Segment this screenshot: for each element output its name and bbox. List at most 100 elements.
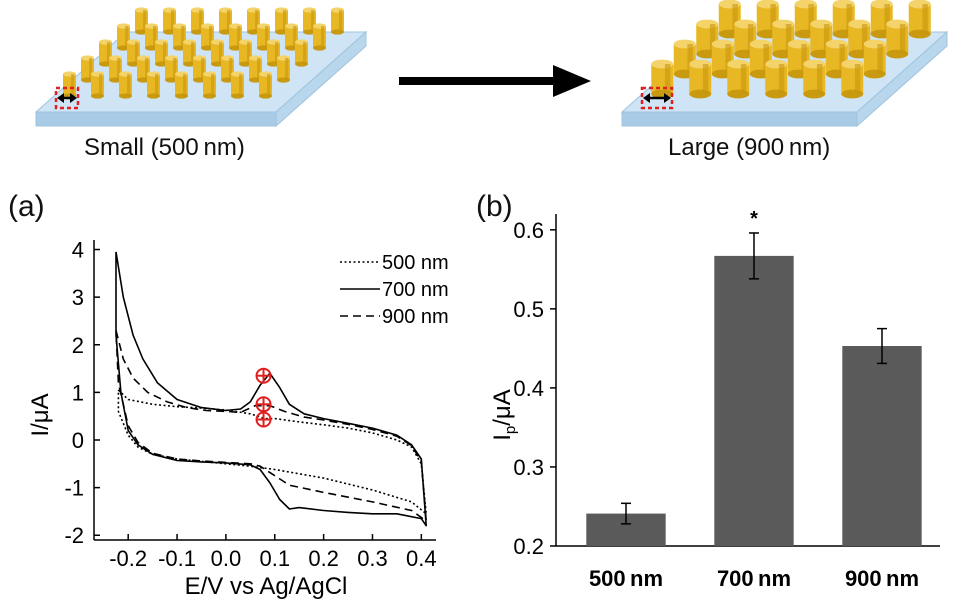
gold-pillar bbox=[117, 23, 130, 51]
arrowhead-left bbox=[57, 93, 64, 103]
peak-marker bbox=[255, 367, 272, 384]
cv-x-tick-label: -0.1 bbox=[158, 546, 196, 571]
gold-pillar bbox=[331, 7, 344, 35]
gold-pillar bbox=[765, 59, 788, 99]
gold-pillar bbox=[201, 23, 214, 51]
gold-pillar bbox=[651, 59, 674, 99]
gold-pillar bbox=[908, 0, 931, 39]
gold-pillar bbox=[163, 7, 176, 35]
gold-pillar bbox=[257, 23, 270, 51]
cv-x-tick-label: 0.4 bbox=[406, 546, 437, 571]
substrate-front bbox=[35, 111, 277, 127]
cv-y-tick-label: -2 bbox=[64, 523, 84, 548]
cv-y-tick-label: -1 bbox=[64, 476, 84, 501]
gold-pillar bbox=[99, 39, 112, 67]
panel-label-a: (a) bbox=[8, 190, 45, 223]
gold-pillar bbox=[109, 55, 122, 83]
cv-y-tick-label: 1 bbox=[72, 380, 84, 405]
gold-pillar bbox=[229, 23, 242, 51]
gold-pillar bbox=[137, 55, 150, 83]
gold-pillar bbox=[135, 7, 148, 35]
legend-label-700-nm: 700 nm bbox=[382, 279, 449, 301]
cv-chart: -2 -1 0 1 2 3 4 -0.2 -0.1 0.0 0.1 0.2 0.3 0.4 500 nm 7… bbox=[27, 238, 449, 600]
arrowhead-right bbox=[664, 93, 671, 103]
substrate-front bbox=[621, 111, 858, 127]
gold-pillar bbox=[313, 23, 326, 51]
gold-pillar bbox=[285, 23, 298, 51]
small-pillar-label: Small (500 nm) bbox=[84, 134, 245, 161]
gold-pillar bbox=[147, 71, 160, 99]
bar-700-nm bbox=[714, 255, 794, 546]
cv-x-tick-label: 0.1 bbox=[259, 546, 290, 571]
bar-y-tick-label: 0.4 bbox=[513, 376, 544, 401]
gold-pillar bbox=[193, 55, 206, 83]
gold-pillar bbox=[239, 39, 252, 67]
gold-pillar bbox=[249, 55, 262, 83]
bar-category-label: 500 nm bbox=[589, 566, 663, 591]
cv-y-tick-label: 0 bbox=[72, 428, 84, 453]
cv-x-tick-label: 0.0 bbox=[211, 546, 242, 571]
cv-x-tick-label: -0.2 bbox=[109, 546, 147, 571]
gold-pillar bbox=[119, 71, 132, 99]
transition-arrow bbox=[399, 65, 591, 97]
gold-pillar bbox=[275, 7, 288, 35]
gold-pillar bbox=[727, 59, 750, 99]
gold-pillar bbox=[295, 39, 308, 67]
gold-pillar bbox=[841, 59, 864, 99]
gold-pillar bbox=[127, 39, 140, 67]
cv-series-500-nm bbox=[117, 389, 427, 515]
gold-pillar bbox=[91, 71, 104, 99]
peak-marker bbox=[255, 411, 272, 428]
gold-pillar bbox=[173, 23, 186, 51]
cv-xlabel: E/V vs Ag/AgCl bbox=[185, 573, 348, 600]
cv-ylabel: I/μA bbox=[27, 393, 54, 436]
gold-pillar bbox=[63, 71, 76, 99]
bar-y-tick-label: 0.3 bbox=[513, 455, 544, 480]
cv-y-tick-label: 3 bbox=[72, 285, 84, 310]
bar-category-label: 700 nm bbox=[717, 566, 791, 591]
gold-pillar bbox=[191, 7, 204, 35]
cv-y-tick-label: 4 bbox=[72, 238, 84, 263]
bar-y-tick-label: 0.6 bbox=[513, 218, 544, 243]
substrate-side bbox=[856, 30, 948, 128]
legend-label-500-nm: 500 nm bbox=[382, 252, 449, 274]
large-pillar-label: Large (900 nm) bbox=[668, 134, 831, 161]
gold-pillar bbox=[803, 59, 826, 99]
gold-pillar bbox=[886, 19, 909, 59]
legend-label-900-nm: 900 nm bbox=[382, 306, 449, 328]
schematic-small-pillars bbox=[34, 7, 368, 128]
arrowhead-right bbox=[70, 93, 77, 103]
bar-y-tick-label: 0.5 bbox=[513, 297, 544, 322]
gold-pillar bbox=[175, 71, 188, 99]
bar-category-label: 900 nm bbox=[845, 566, 919, 591]
schematic-large-pillars bbox=[620, 0, 949, 128]
gold-pillar bbox=[689, 59, 712, 99]
cv-y-tick-label: 2 bbox=[72, 333, 84, 358]
gold-pillar bbox=[219, 7, 232, 35]
cv-x-tick-label: 0.2 bbox=[308, 546, 339, 571]
peak-marker bbox=[255, 396, 272, 413]
panel-label-b: (b) bbox=[476, 190, 513, 223]
gold-pillar bbox=[277, 55, 290, 83]
cv-x-tick-label: 0.3 bbox=[357, 546, 388, 571]
gold-pillar bbox=[267, 39, 280, 67]
bar-y-tick-label: 0.2 bbox=[513, 534, 544, 559]
gold-pillar bbox=[211, 39, 224, 67]
bar-900-nm bbox=[842, 346, 922, 546]
gold-pillar bbox=[221, 55, 234, 83]
gold-pillar bbox=[145, 23, 158, 51]
gold-pillar bbox=[183, 39, 196, 67]
cv-series-700-nm bbox=[115, 251, 427, 527]
gold-pillar bbox=[303, 7, 316, 35]
bar-ylabel: Ip/μA bbox=[489, 389, 519, 441]
substrate-side bbox=[275, 30, 367, 128]
gold-pillar bbox=[231, 71, 244, 99]
gold-pillar bbox=[247, 7, 260, 35]
peak-current-bar-chart: 0.2 0.3 0.4 0.5 0.6 500 nm * 700 nm 900 nm Ip/μ… bbox=[489, 208, 940, 591]
arrowhead-left bbox=[643, 93, 650, 103]
gold-pillar bbox=[165, 55, 178, 83]
gold-pillar bbox=[81, 55, 94, 83]
gold-pillar bbox=[203, 71, 216, 99]
gold-pillar bbox=[863, 39, 886, 79]
size-indicator-box bbox=[54, 86, 80, 110]
